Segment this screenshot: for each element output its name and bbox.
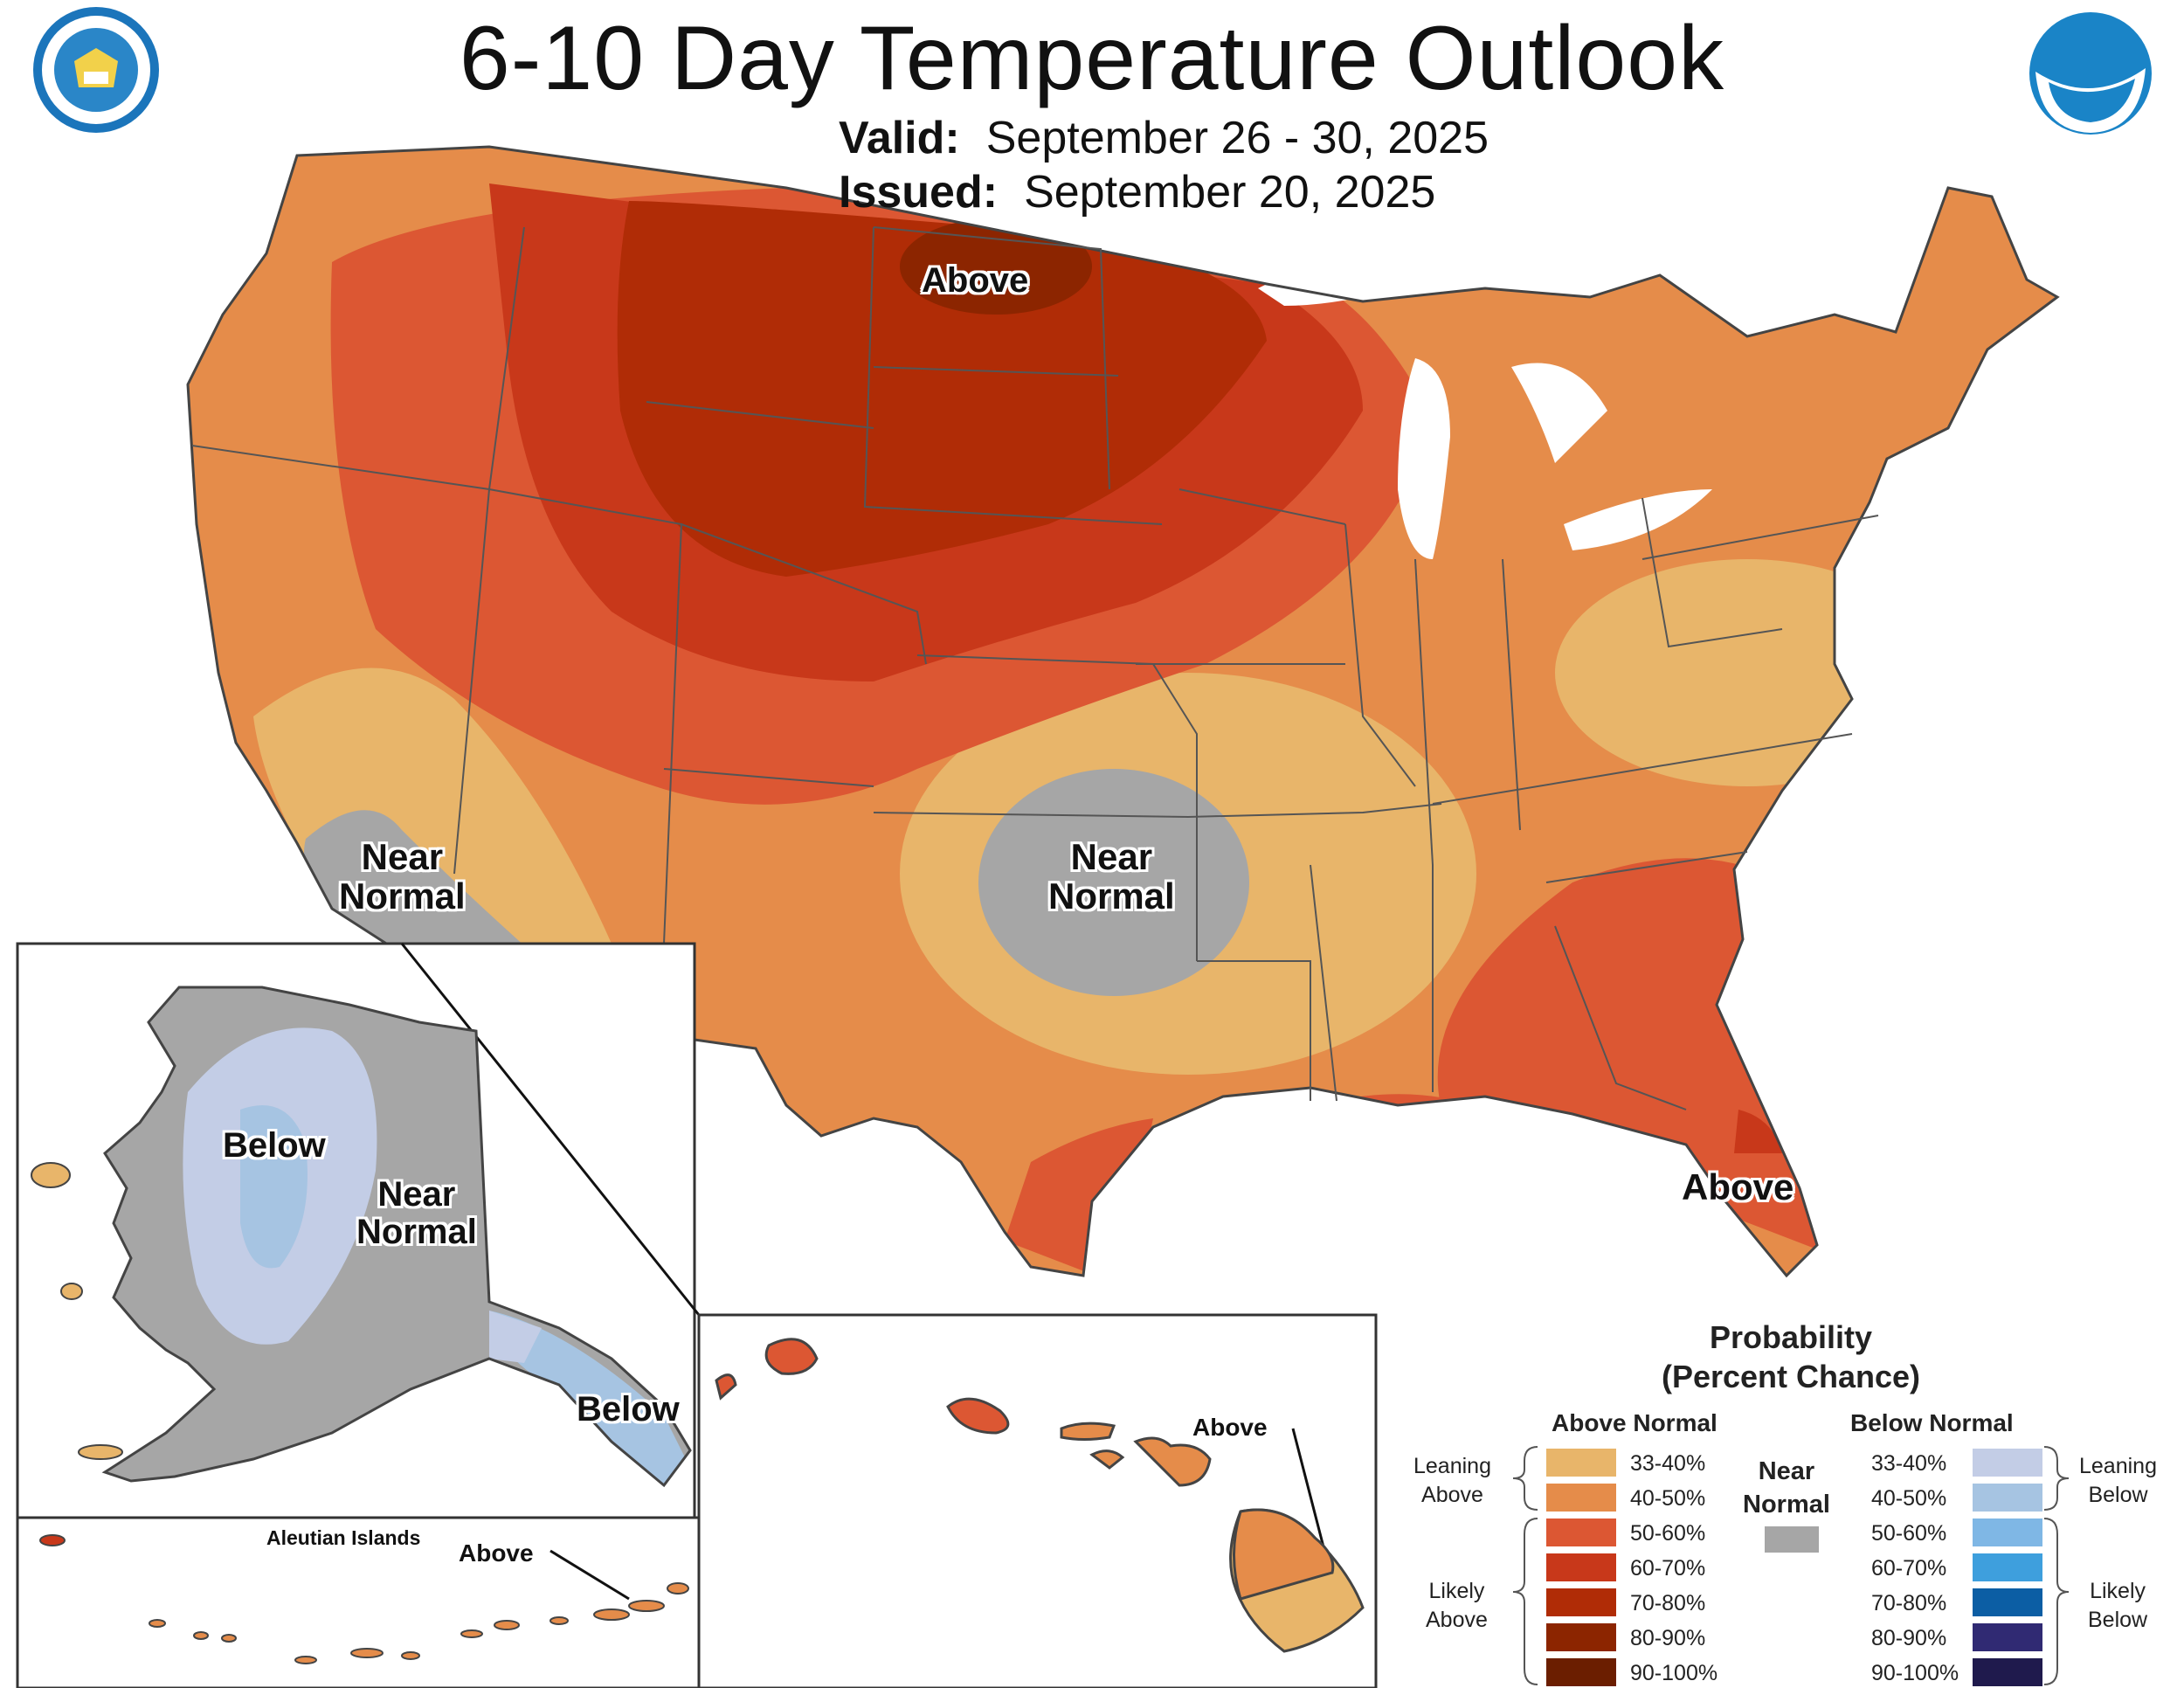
legend-near-normal-swatch	[1765, 1526, 1819, 1553]
legend-range-label: 80-90%	[1630, 1625, 1706, 1650]
label-normal-line: Normal	[339, 875, 466, 917]
label-normal-line: Normal	[1048, 875, 1175, 917]
legend-swatch	[1973, 1658, 2042, 1686]
legend-swatch	[1546, 1519, 1616, 1546]
legend-range-label: 40-50%	[1871, 1485, 1947, 1511]
legend-swatch	[1973, 1519, 2042, 1546]
legend-range-label: 50-60%	[1871, 1520, 1947, 1546]
label-aleutian-above: Above	[459, 1539, 534, 1567]
hawaii-islands	[715, 1338, 1365, 1653]
issued-value: September 20, 2025	[1024, 167, 1436, 218]
legend-leaning-above: Leaning Above	[1413, 1452, 1491, 1509]
label-above-north: Above	[922, 261, 1029, 300]
legend-normal-line: Normal	[1743, 1490, 1830, 1519]
issued-date: Issued: September 20, 2025	[839, 166, 1435, 218]
label-alaska-below-panhandle: Below	[577, 1390, 680, 1429]
page-title: 6-10 Day Temperature Outlook	[459, 8, 1725, 109]
label-near-normal-southwest: Near Normal	[339, 837, 466, 917]
legend-swatch	[1546, 1449, 1616, 1477]
legend-above-line: Above	[1426, 1607, 1488, 1632]
label-near-line: Near	[377, 1175, 456, 1214]
legend-subtitle-line: (Percent Chance)	[1661, 1359, 1921, 1394]
hawaii-leader-line	[1291, 1428, 1330, 1565]
legend-swatch	[1546, 1553, 1616, 1581]
aleutian-inset-frame	[16, 1516, 701, 1688]
label-near-normal-plains: Near Normal	[1048, 837, 1175, 917]
legend-range-label: 40-50%	[1630, 1485, 1706, 1511]
legend-swatch	[1546, 1623, 1616, 1651]
aleutian-title: Aleutian Islands	[266, 1526, 421, 1549]
legend-above-line: Above	[1421, 1482, 1483, 1507]
legend-swatch	[1973, 1484, 2042, 1512]
alaska-leader-line	[400, 943, 701, 1316]
aleutian-leader-line	[549, 1549, 630, 1601]
legend-range-label: 80-90%	[1871, 1625, 1947, 1650]
label-normal-line: Normal	[356, 1213, 477, 1252]
label-alaska-near-normal: Near Normal	[356, 1175, 477, 1252]
legend-title-line: Probability	[1709, 1319, 1873, 1355]
legend-range-label: 50-60%	[1630, 1520, 1706, 1546]
legend-range-label: 33-40%	[1630, 1450, 1706, 1476]
legend-swatch	[1546, 1588, 1616, 1616]
legend-swatch	[1546, 1484, 1616, 1512]
legend-below-line: Below	[2088, 1607, 2148, 1632]
aleutian-islands	[39, 1534, 689, 1664]
legend-likely-line: Likely	[1428, 1579, 1485, 1603]
great-lakes	[1258, 236, 1712, 559]
legend-leaning-below: Leaning Below	[2079, 1452, 2157, 1509]
legend-range-label: 70-80%	[1630, 1590, 1706, 1615]
alaska-island	[78, 1444, 123, 1460]
legend-swatch	[1973, 1623, 2042, 1651]
legend-below-header: Below Normal	[1850, 1409, 2014, 1436]
legend-likely-below: Likely Below	[2088, 1577, 2147, 1634]
legend-likely-above: Likely Above	[1426, 1577, 1488, 1634]
alaska-island	[31, 1162, 71, 1188]
valid-value: September 26 - 30, 2025	[985, 113, 1489, 163]
issued-label: Issued:	[839, 167, 999, 218]
legend-likely-line: Likely	[2090, 1579, 2146, 1603]
legend-range-label: 33-40%	[1871, 1450, 1947, 1476]
legend-range-label: 90-100%	[1630, 1660, 1718, 1685]
legend-swatch	[1973, 1553, 2042, 1581]
legend-near-line: Near	[1758, 1457, 1815, 1485]
valid-dates: Valid: September 26 - 30, 2025	[839, 112, 1489, 164]
state-borders	[191, 226, 1879, 1110]
legend-leaning-line: Leaning	[1413, 1454, 1491, 1478]
label-near-line: Near	[361, 836, 444, 877]
label-hawaii-above: Above	[1192, 1414, 1268, 1441]
valid-label: Valid:	[839, 113, 960, 163]
legend-leaning-line: Leaning	[2079, 1454, 2157, 1478]
label-above-florida: Above	[1682, 1166, 1794, 1207]
legend-below-line: Below	[2088, 1482, 2148, 1507]
legend-range-label: 90-100%	[1871, 1660, 1959, 1685]
noaa-logo-icon	[2029, 12, 2152, 135]
legend-title: Probability (Percent Chance)	[1590, 1318, 1992, 1396]
legend-range-label: 60-70%	[1871, 1555, 1947, 1581]
commerce-seal-icon	[33, 7, 159, 133]
alaska-outline	[101, 986, 692, 1488]
legend-near-normal-label: Near Normal	[1743, 1456, 1830, 1521]
legend-swatch	[1546, 1658, 1616, 1686]
legend-range-label: 70-80%	[1871, 1590, 1947, 1615]
alaska-island	[60, 1283, 83, 1300]
label-alaska-below: Below	[223, 1126, 326, 1165]
legend-range-label: 60-70%	[1630, 1555, 1706, 1581]
legend-swatch	[1973, 1449, 2042, 1477]
legend-swatch	[1973, 1588, 2042, 1616]
legend-above-header: Above Normal	[1552, 1409, 1717, 1436]
label-near-line: Near	[1070, 836, 1153, 877]
